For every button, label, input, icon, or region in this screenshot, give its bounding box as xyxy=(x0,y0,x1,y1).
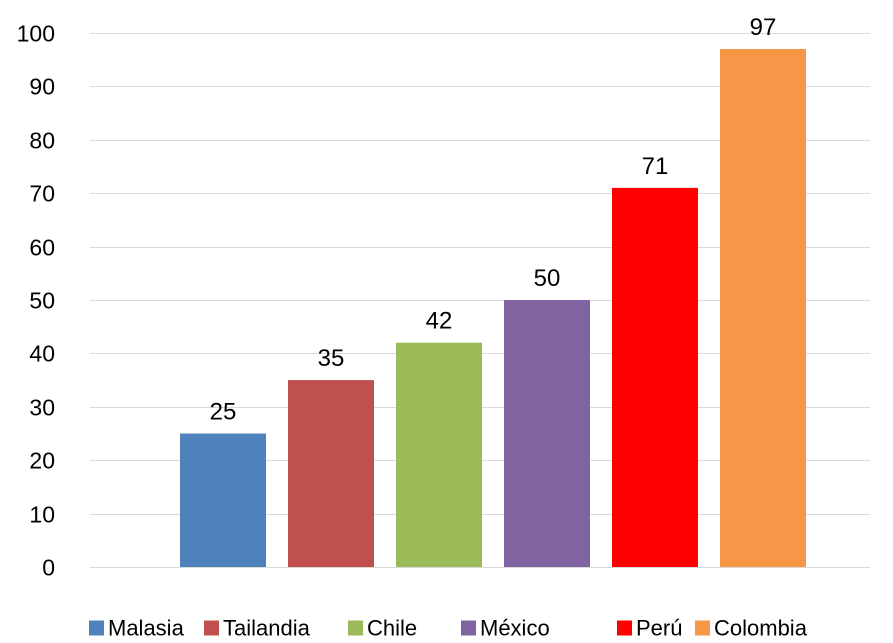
y-axis-tick-labels: 0 10 20 30 40 50 60 70 80 90 100 xyxy=(17,21,55,581)
legend-label-chile: Chile xyxy=(367,616,417,639)
y-tick-label-60: 60 xyxy=(29,235,55,261)
legend-label-perú: Perú xyxy=(636,616,682,639)
bar-méxico xyxy=(504,300,590,567)
legend-swatch-malasia xyxy=(89,620,104,636)
y-tick-label-90: 90 xyxy=(29,74,55,100)
y-tick-label-20: 20 xyxy=(29,448,55,474)
data-label-tailandia: 35 xyxy=(318,345,345,372)
data-label-chile: 42 xyxy=(426,308,453,335)
y-tick-label-50: 50 xyxy=(29,288,55,314)
y-tick-label-80: 80 xyxy=(29,128,55,154)
legend-swatch-chile xyxy=(348,620,363,636)
y-tick-label-100: 100 xyxy=(17,21,55,47)
bar-colombia xyxy=(720,49,806,567)
legend-swatch-colombia xyxy=(695,620,710,636)
y-tick-label-40: 40 xyxy=(29,341,55,367)
data-label-colombia: 97 xyxy=(750,14,777,41)
y-tick-label-0: 0 xyxy=(42,555,55,581)
data-label-malasia: 25 xyxy=(210,399,237,426)
legend-label-tailandia: Tailandia xyxy=(223,616,311,639)
y-tick-label-10: 10 xyxy=(29,502,55,528)
bar-perú xyxy=(612,187,698,568)
bars xyxy=(180,49,806,568)
legend-label-colombia: Colombia xyxy=(714,616,808,639)
bar-tailandia xyxy=(288,380,374,567)
y-tick-label-30: 30 xyxy=(29,395,55,421)
legend: Malasia Tailandia Chile México Perú Colombia xyxy=(89,616,808,641)
data-label-méxico: 50 xyxy=(534,265,561,292)
data-labels: 25 35 42 50 71 97 xyxy=(210,14,777,425)
bar-malasia xyxy=(180,433,266,567)
legend-swatch-tailandia xyxy=(204,620,219,636)
legend-swatch-méxico xyxy=(461,620,476,636)
y-tick-label-70: 70 xyxy=(29,181,55,207)
data-label-perú: 71 xyxy=(642,153,669,180)
bar-chile xyxy=(396,342,482,567)
legend-swatch-perú xyxy=(617,620,632,636)
legend-label-malasia: Malasia xyxy=(108,616,185,639)
legend-label-méxico: México xyxy=(480,616,550,639)
